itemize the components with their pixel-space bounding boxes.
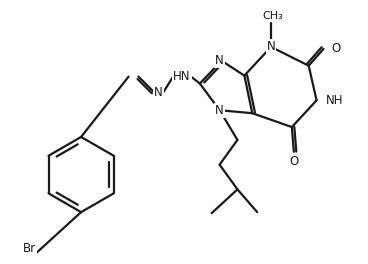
Text: HN: HN [173,70,191,83]
Text: NH: NH [325,94,343,107]
Text: Br: Br [23,242,36,255]
Text: N: N [215,54,224,67]
Text: N: N [215,104,224,117]
Text: O: O [289,155,298,168]
Text: N: N [154,86,163,99]
Text: CH₃: CH₃ [263,11,283,21]
Text: O: O [332,43,341,55]
Text: N: N [267,40,276,53]
